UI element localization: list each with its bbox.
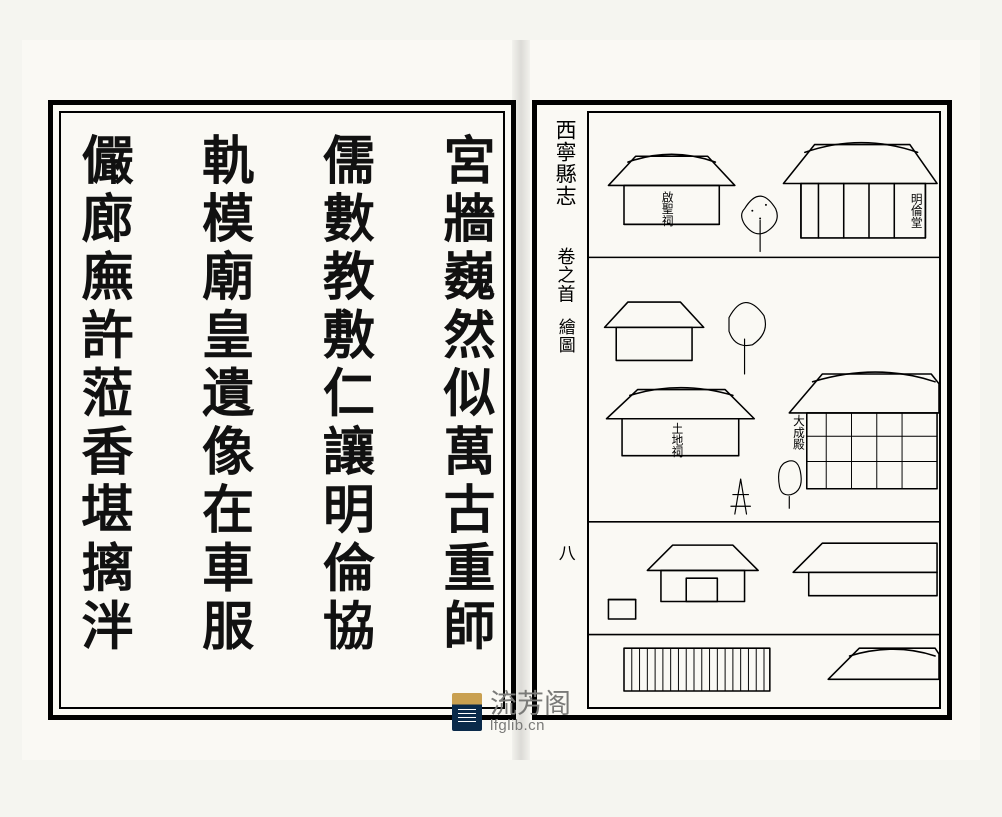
- calligraphy-col-2: 儒數教敷仁讓明倫協: [316, 133, 368, 687]
- calligraphy-col-4: 儼廊廡許蒞香堪摛泮: [75, 133, 127, 687]
- svg-text:啟聖祠: 啟聖祠: [660, 191, 673, 227]
- watermark-text: 流芳阁 lfglib.cn: [490, 690, 571, 734]
- header-column: 西寧縣志 卷之首 繪圖 八: [543, 111, 589, 709]
- calligraphy-col-1: 宮牆巍然似萬古重師: [437, 133, 489, 687]
- volume-label: 卷之首: [555, 247, 576, 304]
- book-spread: 宮牆巍然似萬古重師 儒數教敷仁讓明倫協 軌模廟皇遺像在車服 儼廊廡許蒞香堪摛泮 …: [22, 40, 980, 760]
- calligraphy-col-3: 軌模廟皇遺像在車服: [196, 133, 248, 687]
- watermark-en: lfglib.cn: [490, 718, 571, 734]
- page-number: 八: [555, 544, 575, 562]
- book-title: 西寧縣志: [553, 119, 577, 207]
- watermark-cn: 流芳阁: [490, 690, 571, 718]
- svg-text:明倫堂: 明倫堂: [909, 193, 922, 228]
- right-page-frame: 西寧縣志 卷之首 繪圖 八 啟聖祠: [532, 100, 952, 720]
- section-label: 繪圖: [555, 318, 575, 354]
- watermark: 流芳阁 lfglib.cn: [452, 690, 571, 734]
- left-page-frame: 宮牆巍然似萬古重師 儒數教敷仁讓明倫協 軌模廟皇遺像在車服 儼廊廡許蒞香堪摛泮: [48, 100, 516, 720]
- svg-text:大成殿: 大成殿: [792, 414, 805, 450]
- temple-layout-drawing: 啟聖祠 明倫堂: [589, 111, 941, 709]
- svg-text:土地祠: 土地祠: [670, 423, 683, 459]
- left-page-inner: 宮牆巍然似萬古重師 儒數教敷仁讓明倫協 軌模廟皇遺像在車服 儼廊廡許蒞香堪摛泮: [59, 111, 505, 709]
- watermark-book-icon: [452, 693, 482, 731]
- calligraphy-columns: 宮牆巍然似萬古重師 儒數教敷仁讓明倫協 軌模廟皇遺像在車服 儼廊廡許蒞香堪摛泮: [75, 133, 489, 687]
